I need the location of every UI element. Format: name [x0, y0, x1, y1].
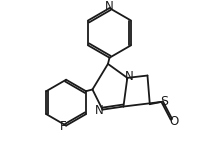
Text: S: S [161, 95, 168, 108]
Text: N: N [125, 70, 134, 83]
Text: N: N [95, 104, 104, 117]
Text: F: F [60, 120, 67, 133]
Text: O: O [170, 115, 179, 128]
Text: N: N [105, 0, 114, 13]
